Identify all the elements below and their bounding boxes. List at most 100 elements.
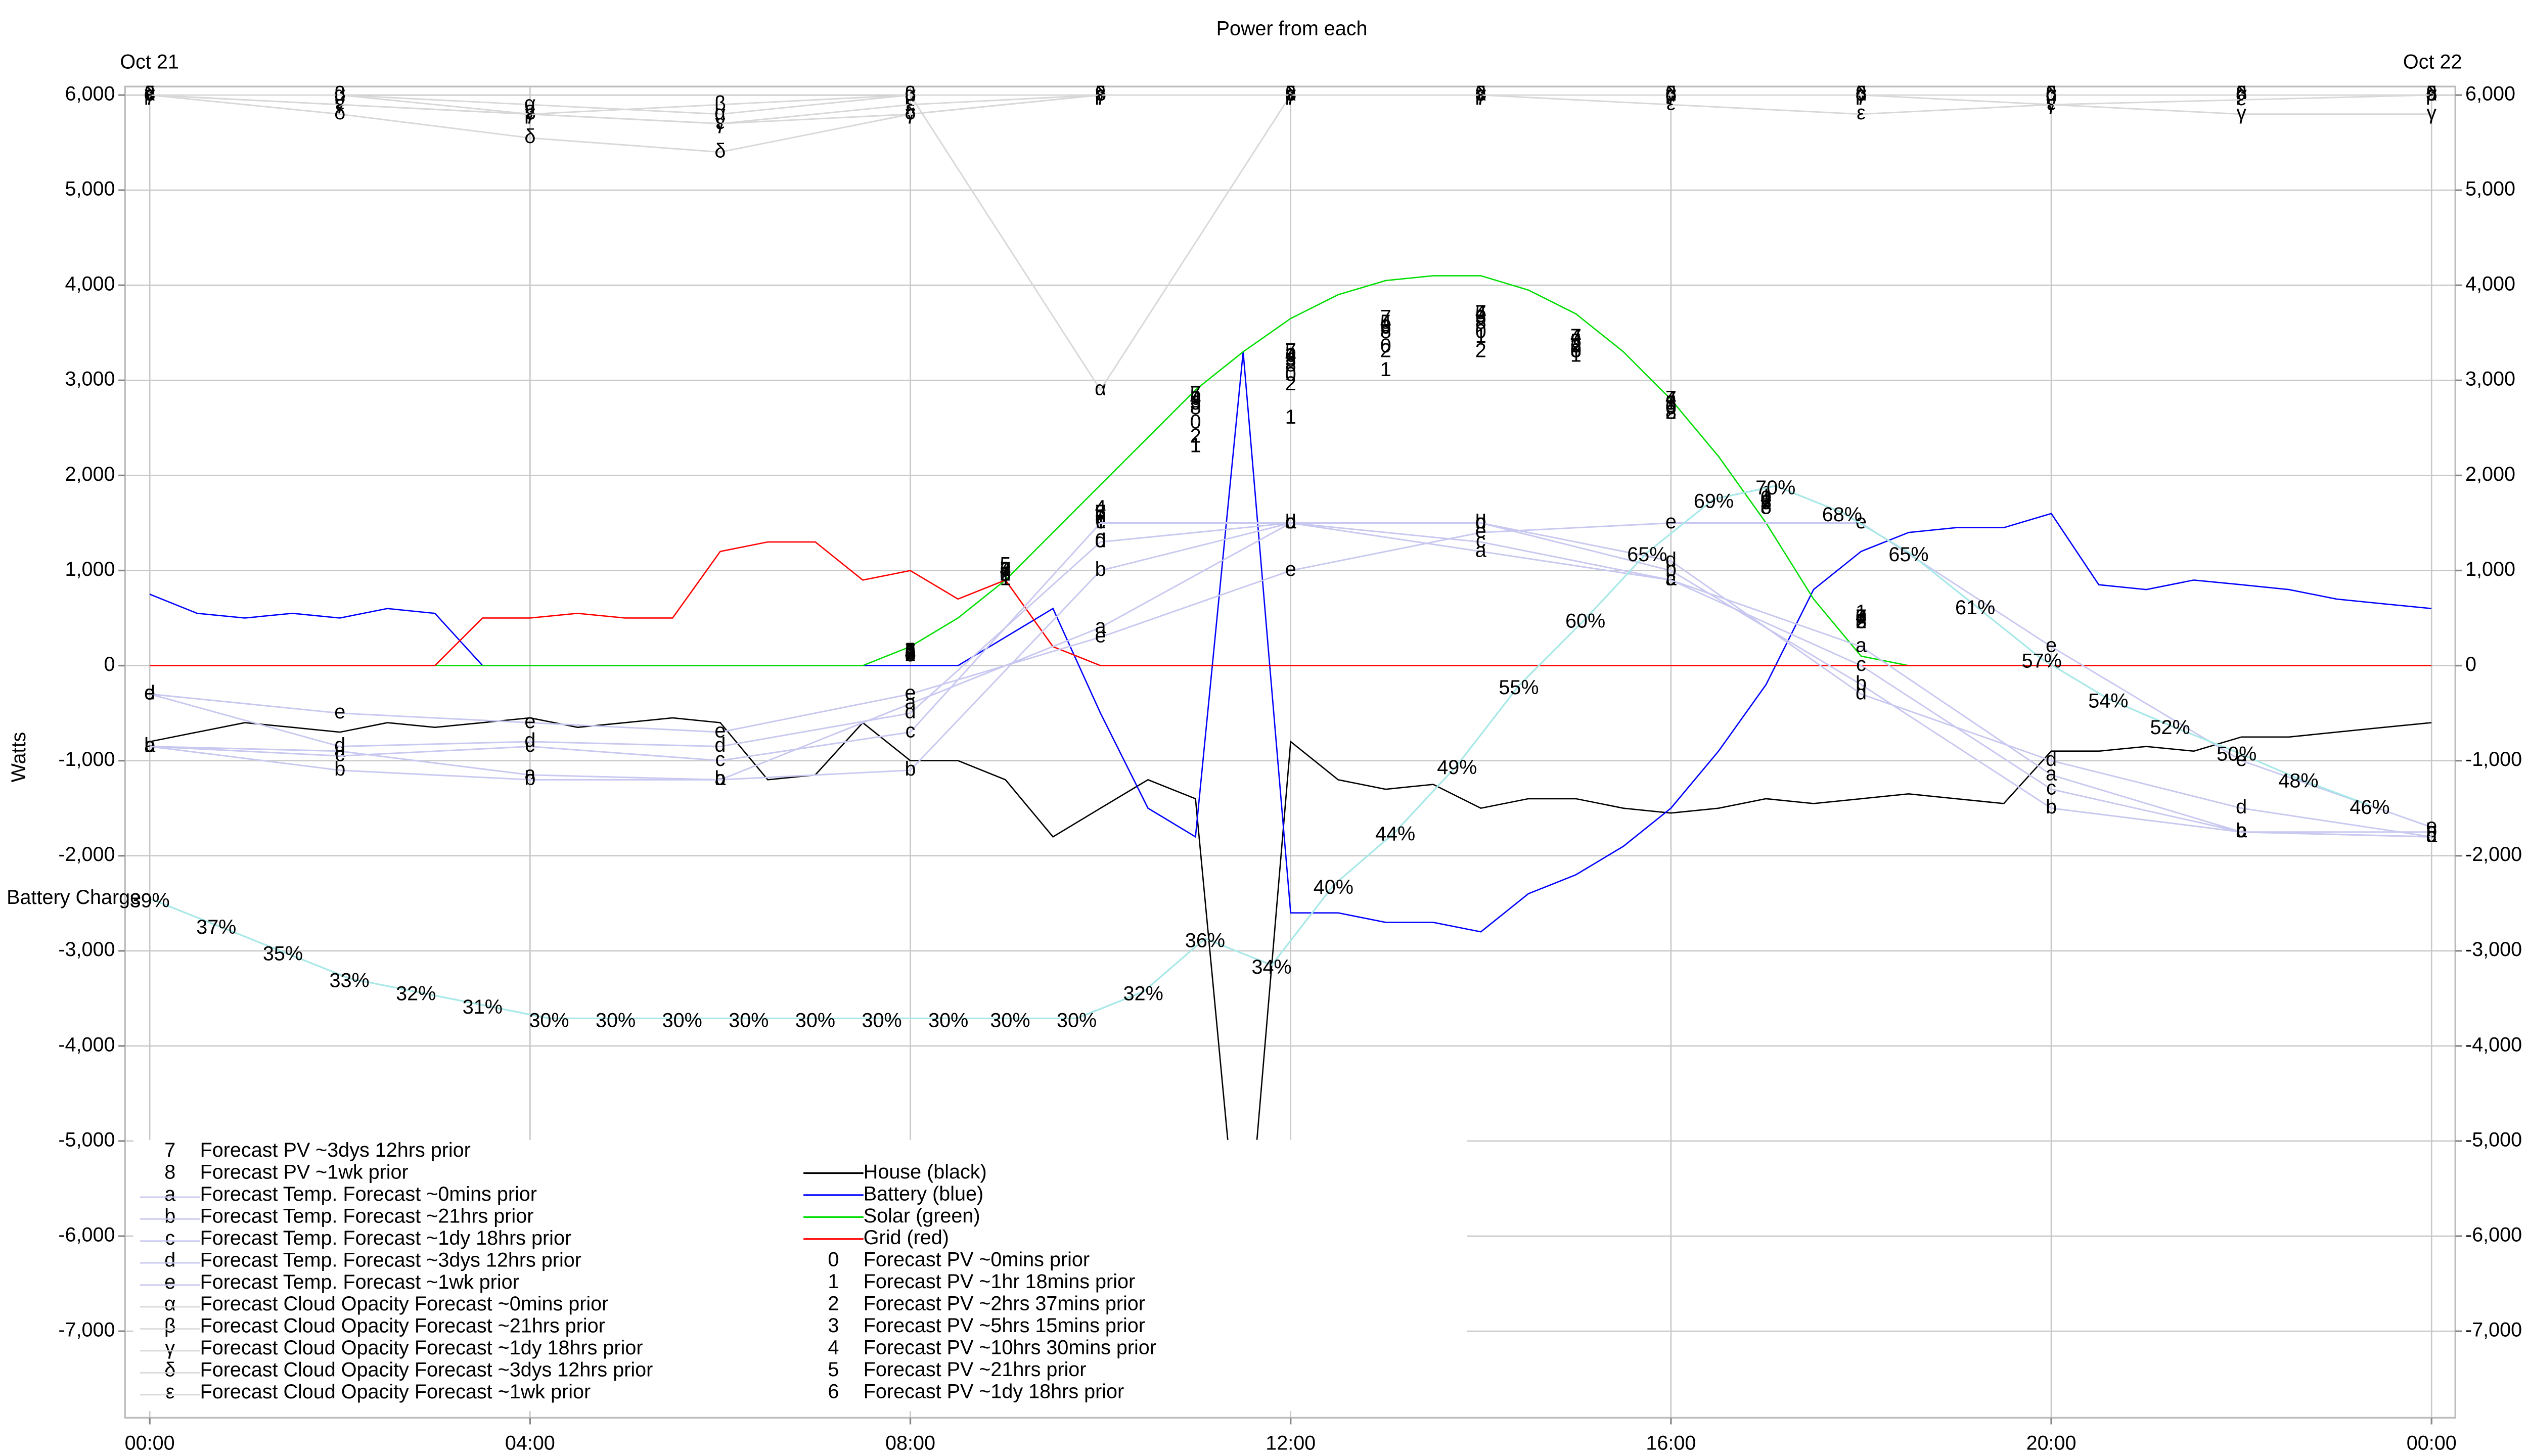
forecast-marker: d xyxy=(905,701,916,723)
date-label: Oct 21 xyxy=(120,51,179,73)
forecast-marker: γ xyxy=(906,102,916,124)
forecast-marker: ε xyxy=(2427,83,2436,105)
legend-symbol: 4 xyxy=(828,1336,839,1358)
forecast-marker: 4 xyxy=(1475,301,1486,324)
forecast-marker: 4 xyxy=(1095,496,1106,519)
forecast-marker: β xyxy=(2046,83,2057,105)
forecast-marker: d xyxy=(1856,681,1867,704)
forecast-marker: 3 xyxy=(1000,558,1011,580)
forecast-marker: 0 xyxy=(1475,321,1486,343)
y-tick-label: 5,000 xyxy=(65,178,115,200)
legend-label: Forecast PV ~1wk prior xyxy=(200,1161,409,1184)
forecast-marker: γ xyxy=(1666,83,1676,105)
forecast-marker: b xyxy=(714,767,726,790)
forecast-marker: ε xyxy=(2047,92,2056,114)
forecast-marker: 1 xyxy=(1475,325,1486,347)
legend-symbol: 2 xyxy=(828,1293,839,1315)
forecast-marker: 6 xyxy=(905,641,916,663)
forecast-marker: 7 xyxy=(1665,387,1677,409)
legend-symbol: δ xyxy=(164,1359,175,1381)
legend-symbol: d xyxy=(164,1249,175,1271)
forecast-marker: 1 xyxy=(1095,511,1106,533)
forecast-marker: 3 xyxy=(1285,349,1296,371)
forecast-marker: c xyxy=(906,720,916,742)
forecast-marker: 5 xyxy=(1760,491,1772,514)
forecast-marker: 4 xyxy=(1285,344,1296,367)
forecast-marker: 1 xyxy=(1190,434,1201,457)
forecast-marker: d xyxy=(2426,825,2437,847)
forecast-marker: α xyxy=(1285,83,1296,105)
forecast-marker: c xyxy=(1856,653,1866,675)
forecast-marker: b xyxy=(334,758,345,780)
forecast-marker: c xyxy=(2426,825,2436,847)
forecast-marker: δ xyxy=(334,102,345,124)
forecast-marker: δ xyxy=(144,83,155,105)
forecast-marker: 2 xyxy=(1856,610,1867,632)
forecast-marker: 0 xyxy=(1665,396,1677,419)
forecast-marker: 1 xyxy=(1000,568,1011,590)
y-tick-label: -1,000 xyxy=(58,748,115,770)
forecast-marker: b xyxy=(524,767,535,790)
data-label: 30% xyxy=(990,1009,1030,1031)
y-tick-label: 6,000 xyxy=(65,83,115,105)
legend-label: Forecast Temp. Forecast ~1wk prior xyxy=(200,1271,519,1293)
forecast-marker: 7 xyxy=(1475,301,1486,324)
forecast-marker: 7 xyxy=(1570,325,1582,347)
data-label: 55% xyxy=(1499,676,1539,699)
forecast-marker: γ xyxy=(145,83,155,105)
forecast-marker: e xyxy=(1856,511,1867,533)
forecast-marker: α xyxy=(1095,378,1106,400)
y-tick-label: 6,000 xyxy=(2465,83,2515,105)
forecast-marker: 0 xyxy=(905,644,916,666)
y-tick-label: -2,000 xyxy=(58,843,115,866)
legend-symbol: α xyxy=(164,1293,176,1315)
forecast-marker: d xyxy=(144,681,155,704)
y-tick-label: -2,000 xyxy=(2465,843,2522,866)
forecast-marker: 0 xyxy=(1856,606,1867,628)
y-tick-label: 2,000 xyxy=(65,463,115,485)
forecast-marker: b xyxy=(1285,511,1296,533)
forecast-marker: γ xyxy=(2426,102,2436,124)
forecast-marker: c xyxy=(2046,777,2056,799)
forecast-marker: 1 xyxy=(905,639,916,661)
legend-symbol: 6 xyxy=(828,1380,839,1402)
forecast-marker: δ xyxy=(1475,83,1486,105)
forecast-marker: c xyxy=(1286,511,1296,533)
forecast-marker: 4 xyxy=(1570,325,1582,347)
legend-label: Forecast Cloud Opacity Forecast ~0mins p… xyxy=(200,1293,609,1315)
y-tick-label: -6,000 xyxy=(58,1224,115,1246)
data-label: 37% xyxy=(196,916,236,938)
data-label: 48% xyxy=(2278,769,2318,792)
forecast-marker: a xyxy=(2426,825,2437,847)
forecast-marker: d xyxy=(714,734,726,756)
legend-label: Forecast Temp. Forecast ~1dy 18hrs prior xyxy=(200,1227,572,1249)
data-label: 32% xyxy=(396,983,436,1005)
data-label: 30% xyxy=(795,1009,835,1031)
legend-symbol: 0 xyxy=(828,1249,839,1271)
forecast-marker: 5 xyxy=(1095,501,1106,523)
forecast-marker: 8 xyxy=(1000,563,1011,585)
forecast-marker: δ xyxy=(1856,83,1867,105)
forecast-marker: a xyxy=(905,691,916,713)
legend-label: Forecast PV ~1dy 18hrs prior xyxy=(864,1380,1124,1402)
forecast-marker: b xyxy=(905,758,916,780)
legend-symbol: c xyxy=(165,1227,175,1249)
forecast-marker: 8 xyxy=(1475,311,1486,333)
y-tick-label: 4,000 xyxy=(65,273,115,295)
forecast-marker: d xyxy=(2236,796,2247,818)
forecast-marker: β xyxy=(334,83,346,105)
forecast-marker: 8 xyxy=(1380,321,1391,343)
legend-symbol: 7 xyxy=(164,1139,175,1161)
forecast-marker: δ xyxy=(905,102,916,124)
data-label: 60% xyxy=(1565,610,1605,632)
forecast-marker: δ xyxy=(1095,83,1106,105)
forecast-marker: b xyxy=(2046,796,2057,818)
legend-label: Forecast PV ~2hrs 37mins prior xyxy=(864,1293,1145,1315)
forecast-marker: a xyxy=(144,734,155,756)
forecast-marker: β xyxy=(1856,83,1867,105)
forecast-marker: 7 xyxy=(1190,382,1201,404)
forecast-marker: β xyxy=(2426,83,2437,105)
forecast-marker: α xyxy=(144,83,156,105)
